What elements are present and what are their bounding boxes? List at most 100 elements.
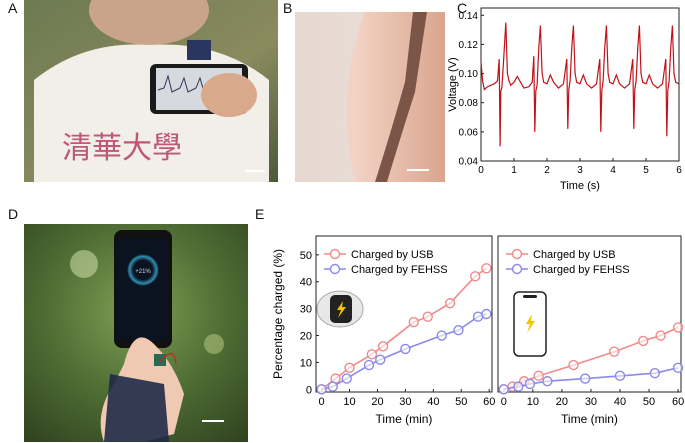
data-point — [470, 271, 481, 282]
data-point — [524, 378, 536, 390]
data-point — [608, 346, 620, 357]
data-point — [513, 381, 524, 392]
data-point — [422, 311, 433, 322]
x-tick-label: 2 — [544, 165, 550, 176]
photo-b — [295, 12, 445, 182]
legend-marker — [329, 248, 341, 260]
photo-a-scene: 清華大學 — [24, 0, 278, 182]
legend-label: Charged by FEHSS — [533, 264, 630, 276]
data-point — [436, 330, 447, 341]
data-point — [400, 343, 411, 355]
y-axis-label: Voltage (V) — [447, 57, 459, 111]
circuit-board-icon — [154, 354, 166, 366]
lightning-icon — [337, 301, 346, 318]
x-tick-label: 50 — [455, 396, 467, 408]
shirt-text: 清華大學 — [62, 132, 182, 165]
data-point — [568, 359, 579, 371]
x-tick-label: 5 — [643, 165, 649, 176]
lightning-icon — [526, 314, 535, 333]
legend-marker — [329, 263, 341, 275]
solar-cell-icon — [187, 40, 211, 60]
scale-bar — [407, 169, 429, 171]
data-point — [408, 316, 419, 328]
smartwatch-icon — [316, 290, 364, 328]
battery-readout: +21% — [135, 269, 151, 275]
y-tick-label: 40 — [300, 277, 312, 289]
y-tick-label: 50 — [300, 250, 312, 262]
legend-label: Charged by FEHSS — [351, 264, 448, 276]
data-point — [481, 263, 492, 274]
x-tick-label: 1 — [511, 165, 517, 176]
data-point — [472, 311, 484, 322]
panel-letter-b: B — [283, 0, 293, 16]
data-point — [363, 359, 375, 371]
y-tick-label: 0 — [306, 384, 312, 396]
x-tick-label: 30 — [585, 396, 597, 408]
y-tick-label: 0.04 — [459, 157, 479, 168]
x-tick-label: 30 — [399, 396, 411, 408]
y-tick-label: 0.10 — [459, 69, 479, 80]
data-point — [542, 376, 553, 387]
series-line — [321, 267, 487, 390]
data-point — [366, 349, 378, 360]
x-tick-label: 60 — [483, 396, 495, 408]
y-tick-label: 30 — [300, 304, 312, 316]
x-tick-label: 20 — [371, 396, 383, 408]
data-point — [481, 308, 492, 320]
legend-label: Charged by USB — [351, 249, 434, 261]
x-tick-label: 40 — [427, 396, 439, 408]
photo-b-scene — [295, 12, 445, 182]
data-point — [375, 354, 386, 365]
legend-marker — [511, 263, 523, 275]
data-point — [638, 335, 649, 347]
charging-ring-icon — [127, 254, 159, 286]
x-tick-label: 0 — [478, 165, 484, 176]
phone-notch — [523, 295, 537, 298]
data-point — [344, 362, 355, 373]
y-axis-label: Percentage charged (%) — [271, 249, 285, 379]
plot-frame — [497, 235, 682, 393]
x-tick-label: 40 — [614, 396, 626, 408]
data-point — [672, 362, 684, 373]
y-tick-label: 0.14 — [459, 11, 479, 22]
y-tick-label: 0.06 — [459, 127, 479, 138]
photo-d-scene: +21% — [24, 224, 248, 442]
data-point — [327, 381, 338, 392]
data-point — [377, 341, 389, 352]
x-tick-label: 60 — [672, 396, 684, 408]
data-point — [444, 298, 456, 309]
y-tick-label: 20 — [300, 331, 312, 343]
phone-icon — [513, 291, 547, 357]
y-tick-label: 10 — [300, 357, 312, 369]
x-tick-label: 10 — [343, 396, 355, 408]
flexible-sensor-icon — [375, 12, 427, 182]
scale-bar — [202, 420, 224, 422]
solar-cell-icon — [104, 374, 169, 442]
chart-c: 0 1 2 3 4 5 6 0.04 0.06 0.08 0.10 0.12 0.14 Time (s) V… — [447, 7, 682, 192]
data-point — [579, 373, 591, 384]
chart-e: 0 10 20 30 40 50 60 Time (min) 0 10 20 30 40 50 Percen… — [271, 235, 684, 426]
data-point — [453, 324, 464, 336]
data-point — [672, 322, 684, 333]
x-axis-label: Time (min) — [561, 412, 618, 426]
legend-label: Charged by USB — [533, 249, 616, 261]
plot-frame — [315, 235, 493, 393]
series-line — [321, 313, 487, 391]
ecg-series-line — [480, 22, 680, 147]
data-point — [341, 373, 352, 384]
data-point — [498, 384, 510, 395]
x-tick-label: 3 — [577, 165, 583, 176]
data-point — [614, 370, 626, 382]
data-point — [533, 370, 544, 382]
data-point — [316, 384, 327, 395]
y-tick-label: 0.08 — [459, 98, 479, 109]
x-tick-label: 0 — [501, 396, 507, 408]
panel-letter-d: D — [8, 206, 19, 222]
panel-letter-a: A — [8, 0, 18, 16]
legend-marker — [511, 248, 523, 260]
data-point — [655, 330, 666, 341]
panel-letter-e: E — [255, 206, 265, 222]
photo-a: 清華大學 — [24, 0, 278, 182]
x-tick-label: 20 — [556, 396, 568, 408]
x-axis-label: Time (s) — [560, 180, 600, 192]
